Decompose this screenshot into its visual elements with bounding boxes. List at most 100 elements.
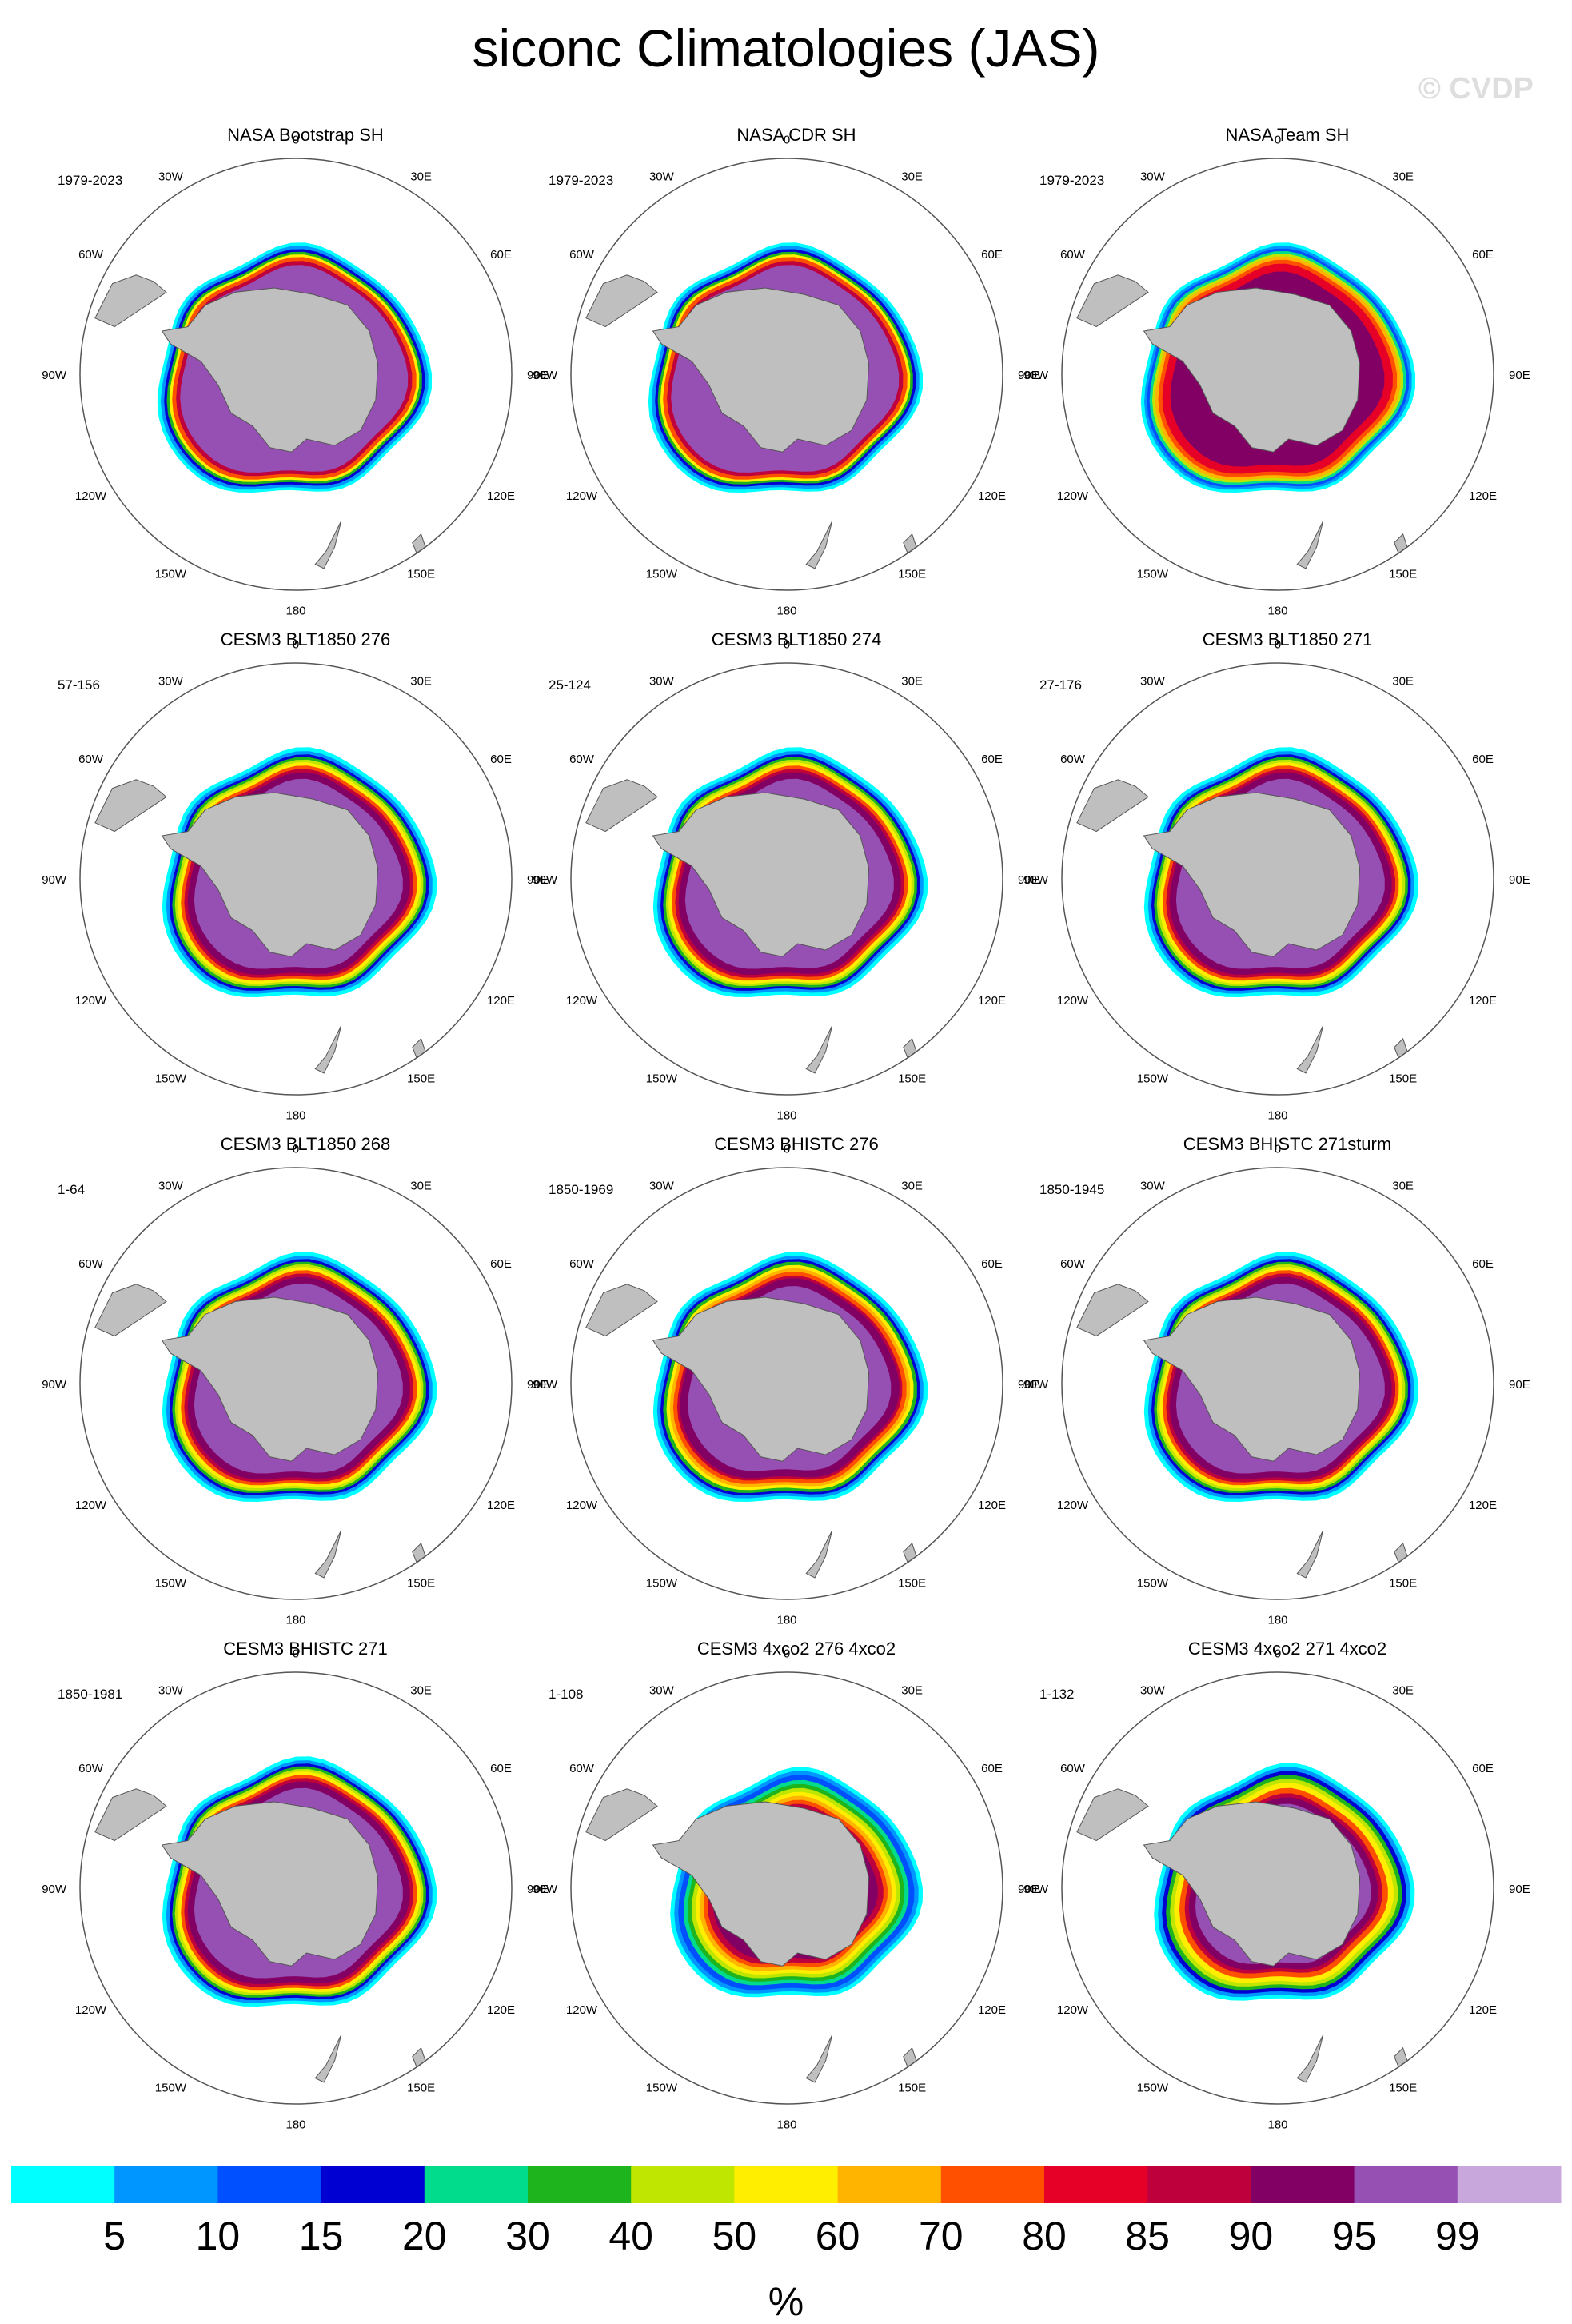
- panel-period: 1979-2023: [1039, 173, 1105, 188]
- main-title: siconc Climatologies (JAS): [472, 18, 1100, 78]
- longitude-label: 150W: [646, 2081, 678, 2094]
- colorbar-tick-label: 30: [505, 2214, 550, 2258]
- longitude-label: 120W: [566, 489, 598, 503]
- longitude-label: 60W: [569, 753, 595, 766]
- longitude-label: 60E: [1472, 753, 1494, 766]
- longitude-label: 60E: [490, 1257, 512, 1271]
- map-boundary: [1061, 1167, 1494, 1600]
- longitude-label: 150E: [1389, 2081, 1417, 2094]
- new-zealand-landmass: [314, 521, 342, 569]
- longitude-label: 30E: [1392, 170, 1414, 184]
- longitude-label: 90W: [533, 369, 558, 382]
- colorbar-tick-label: 70: [919, 2214, 964, 2258]
- new-zealand-landmass: [1296, 1025, 1324, 1074]
- longitude-label: 90W: [533, 1378, 558, 1392]
- longitude-label: 180: [776, 604, 796, 617]
- longitude-label: 150W: [646, 1576, 678, 1590]
- antarctica-landmass: [161, 287, 379, 453]
- longitude-label: 150E: [1389, 1576, 1417, 1590]
- longitude-label: 30E: [410, 170, 432, 184]
- tasmania-landmass: [1394, 2046, 1408, 2068]
- longitude-label: 60W: [1060, 753, 1086, 766]
- antarctica-landmass: [161, 1296, 379, 1462]
- longitude-label: 180: [776, 1613, 796, 1627]
- longitude-label: 120W: [1057, 2003, 1089, 2017]
- south-america-landmass: [585, 779, 658, 833]
- tasmania-landmass: [412, 2046, 426, 2068]
- longitude-label: 120E: [978, 994, 1006, 1008]
- longitude-label: 90E: [1509, 873, 1530, 887]
- tasmania-landmass: [903, 2046, 917, 2068]
- colorbar-swatch: [631, 2166, 735, 2203]
- polar-map: 0 30E 60E 90E 120E 150E 180 150W 120W 90W 60W 30W: [42, 1647, 549, 2132]
- polar-map: 0 30E 60E 90E 120E 150E 180 150W 120W 90W 60W 30W: [533, 1647, 1039, 2132]
- polar-map: 0 30E 60E 90E 120E 150E 180 150W 120W 90W 60W 30W: [42, 134, 549, 618]
- south-america-landmass: [94, 1284, 167, 1337]
- map-panel: NASA CDR SH 1979-2023 0 30E 60E 90E 120E 150E 18…: [533, 125, 1044, 627]
- longitude-label: 30W: [1140, 170, 1166, 184]
- new-zealand-landmass: [1296, 521, 1324, 569]
- map-panel: CESM3 BHISTC 276 1850-1969 0 30E 60E 90E 120E 1…: [533, 1134, 1044, 1636]
- longitude-label: 60E: [1472, 248, 1494, 262]
- antarctica-landmass: [1143, 1296, 1361, 1462]
- longitude-label: 180: [1267, 1613, 1287, 1627]
- new-zealand-landmass: [314, 1025, 342, 1074]
- longitude-label: 0: [1275, 1647, 1281, 1661]
- longitude-label: 150W: [155, 2081, 187, 2094]
- longitude-label: 30E: [901, 1684, 923, 1698]
- south-america-landmass: [1076, 274, 1149, 328]
- longitude-label: 90E: [527, 873, 549, 887]
- tasmania-landmass: [903, 533, 917, 554]
- longitude-label: 180: [776, 1108, 796, 1122]
- longitude-label: 60W: [569, 248, 595, 262]
- antarctica-landmass: [652, 1801, 870, 1967]
- longitude-label: 120W: [75, 1499, 107, 1512]
- colorbar-swatch: [1147, 2166, 1251, 2203]
- panel-title: NASA Team SH: [1225, 125, 1350, 145]
- panel-period: 1-132: [1039, 1687, 1075, 1702]
- panel-title: CESM3 BLT1850 276: [220, 629, 391, 649]
- polar-map: 0 30E 60E 90E 120E 150E 180 150W 120W 90W 60W 30W: [42, 638, 549, 1123]
- map-panel: CESM3 4xco2 276 4xco2 1-108 0 30E 60E 90E 120E…: [533, 1639, 1044, 2141]
- new-zealand-landmass: [1296, 1530, 1324, 1579]
- panel-title: CESM3 BLT1850 271: [1202, 629, 1373, 649]
- longitude-label: 120E: [1469, 489, 1497, 503]
- panel-title: CESM3 4xco2 271 4xco2: [1187, 1639, 1387, 1659]
- map-panel: CESM3 BLT1850 276 57-156 0 30E 60E 90E 120E 150…: [42, 629, 553, 1132]
- antarctica-landmass: [1143, 287, 1361, 453]
- colorbar-tick-label: 85: [1125, 2214, 1170, 2258]
- map-boundary: [79, 158, 513, 591]
- colorbar-tick-label: 90: [1229, 2214, 1274, 2258]
- antarctica-landmass: [161, 792, 379, 957]
- colorbar-tick-label: 80: [1022, 2214, 1067, 2258]
- longitude-label: 60E: [1472, 1257, 1494, 1271]
- map-panel: CESM3 BHISTC 271 1850-1981 0 30E 60E 90E 120E 1…: [42, 1639, 553, 2141]
- longitude-label: 30W: [158, 1180, 184, 1193]
- longitude-label: 30W: [158, 170, 184, 184]
- longitude-label: 60W: [78, 248, 104, 262]
- longitude-label: 120W: [566, 1499, 598, 1512]
- longitude-label: 120W: [75, 994, 107, 1008]
- south-america-landmass: [94, 274, 167, 328]
- polar-map: 0 30E 60E 90E 120E 150E 180 150W 120W 90W 60W 30W: [533, 134, 1039, 618]
- polar-map: 0 30E 60E 90E 120E 150E 180 150W 120W 90W 60W 30W: [1023, 1647, 1530, 2132]
- longitude-label: 60W: [1060, 1257, 1086, 1271]
- map-boundary: [570, 1671, 1003, 2105]
- south-america-landmass: [1076, 1788, 1149, 1842]
- panel-title: CESM3 BLT1850 268: [220, 1134, 391, 1154]
- longitude-label: 150E: [898, 567, 926, 581]
- longitude-label: 0: [784, 638, 790, 652]
- longitude-label: 150E: [407, 2081, 435, 2094]
- south-america-landmass: [585, 1788, 658, 1842]
- longitude-label: 120E: [978, 489, 1006, 503]
- longitude-label: 90E: [1509, 369, 1530, 382]
- longitude-label: 90W: [42, 1378, 67, 1392]
- longitude-label: 60W: [78, 1762, 104, 1775]
- tasmania-landmass: [903, 1037, 917, 1059]
- longitude-label: 60E: [981, 1257, 1003, 1271]
- longitude-label: 120E: [487, 994, 515, 1008]
- longitude-label: 90W: [1023, 1378, 1049, 1392]
- longitude-label: 90E: [1018, 1378, 1039, 1392]
- polar-map: 0 30E 60E 90E 120E 150E 180 150W 120W 90W 60W 30W: [1023, 638, 1530, 1123]
- map-boundary: [79, 1671, 513, 2105]
